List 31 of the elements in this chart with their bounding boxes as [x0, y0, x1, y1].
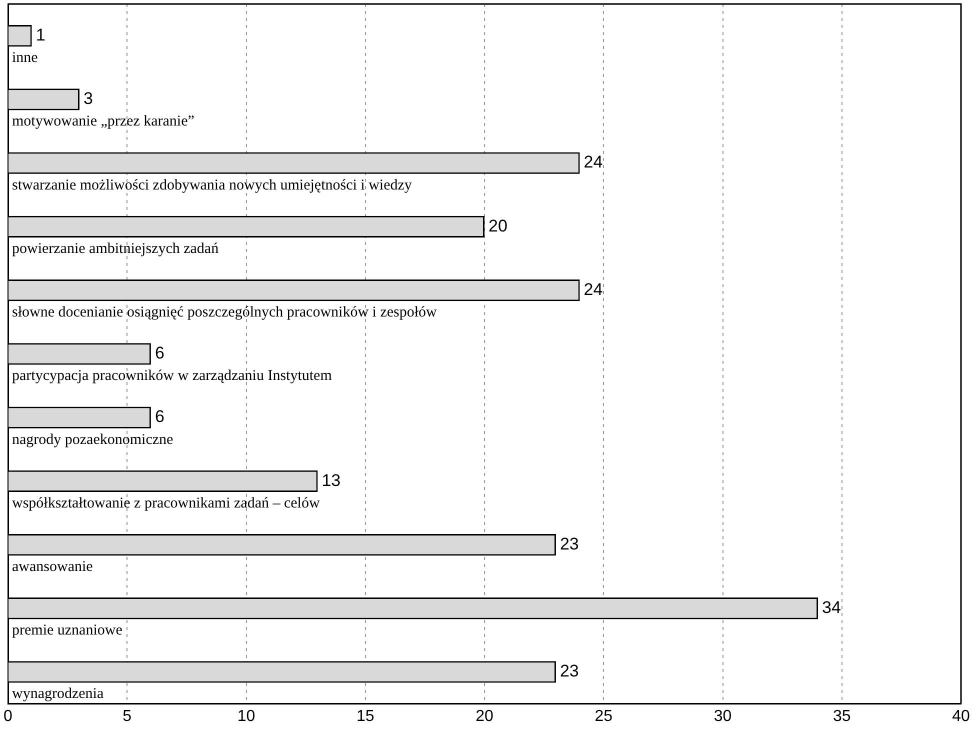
data-label: 6: [154, 407, 164, 426]
data-label: 23: [560, 662, 579, 681]
y-tick-label: powierzanie ambitniejszych zadań: [12, 240, 220, 257]
y-tick-label: premie uznaniowe: [12, 622, 123, 639]
data-label: 13: [322, 470, 341, 490]
x-tick-label: 20: [476, 708, 494, 725]
data-label: 1: [36, 25, 46, 44]
data-label: 20: [488, 216, 508, 236]
x-tick-label: 10: [237, 708, 256, 725]
x-tick-label: 40: [952, 708, 970, 725]
x-tick-label: 15: [356, 708, 374, 725]
data-label: 24: [584, 152, 603, 172]
data-label: 23: [560, 534, 579, 554]
x-tick-label: 35: [832, 708, 851, 725]
y-tick-label: motywowanie „przez karanie”: [12, 114, 194, 130]
x-tick-label: 0: [4, 708, 13, 725]
x-tick-label: 25: [594, 708, 613, 725]
y-tick-label: stwarzanie możliwości zdobywania nowych umiejętności i wiedzy: [12, 177, 412, 194]
y-tick-label: wynagrodzenia: [12, 686, 104, 702]
data-label: 34: [822, 598, 841, 618]
y-tick-label: inne: [12, 50, 38, 66]
data-label: 24: [584, 280, 603, 299]
data-label: 3: [83, 89, 93, 108]
y-tick-label: współkształtowanie z pracownikami zadań – celów: [12, 495, 320, 512]
y-tick-label: awansowanie: [12, 559, 94, 576]
y-tick-label: nagrody pozaekonomiczne: [12, 432, 174, 448]
data-label: 6: [154, 344, 164, 363]
x-tick-label: 30: [714, 708, 732, 725]
y-tick-label: słowne docenianie osiągnięć poszczególnych pracowników i zespołów: [12, 304, 438, 321]
y-tick-label: partycypacja pracowników w zarządzaniu Instytutem: [12, 368, 332, 384]
x-tick-label: 5: [122, 708, 132, 725]
